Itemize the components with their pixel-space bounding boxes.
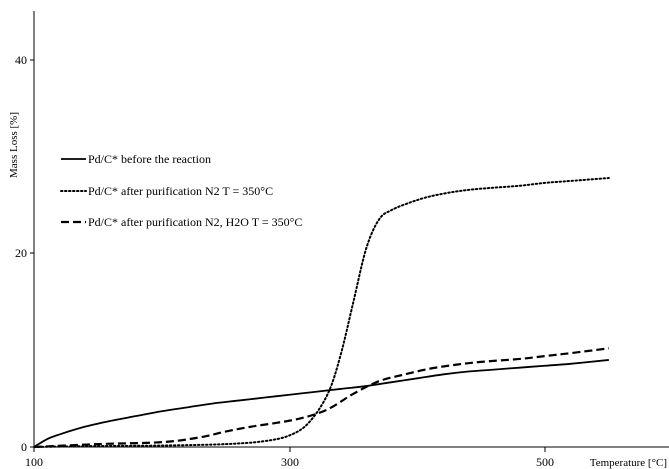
y-tick-label-20: 20	[15, 246, 27, 260]
x-axis-title: Temperature [°C]	[590, 457, 667, 469]
series-line-after-purification-n2	[33, 177, 610, 448]
x-tick-label-500: 500	[536, 455, 554, 469]
x-tick-label-300: 300	[281, 455, 299, 469]
y-tick-label-0: 0	[21, 440, 27, 454]
x-tick-label-100: 100	[25, 455, 43, 469]
series-line-before-reaction	[33, 359, 609, 448]
legend-label-before-reaction: Pd/C* before the reaction	[88, 152, 211, 166]
legend: Pd/C* before the reaction Pd/C* after pu…	[60, 152, 302, 229]
y-axis-title: Mass Loss [%]	[8, 112, 20, 178]
legend-label-after-purification-n2-h2o: Pd/C* after purification N2, H2O T = 350…	[88, 215, 302, 229]
series-line-after-purification-n2-h2o	[33, 347, 610, 449]
y-tick-label-40: 40	[15, 53, 27, 67]
legend-label-after-purification-n2: Pd/C* after purification N2 T = 350°C	[88, 184, 273, 198]
